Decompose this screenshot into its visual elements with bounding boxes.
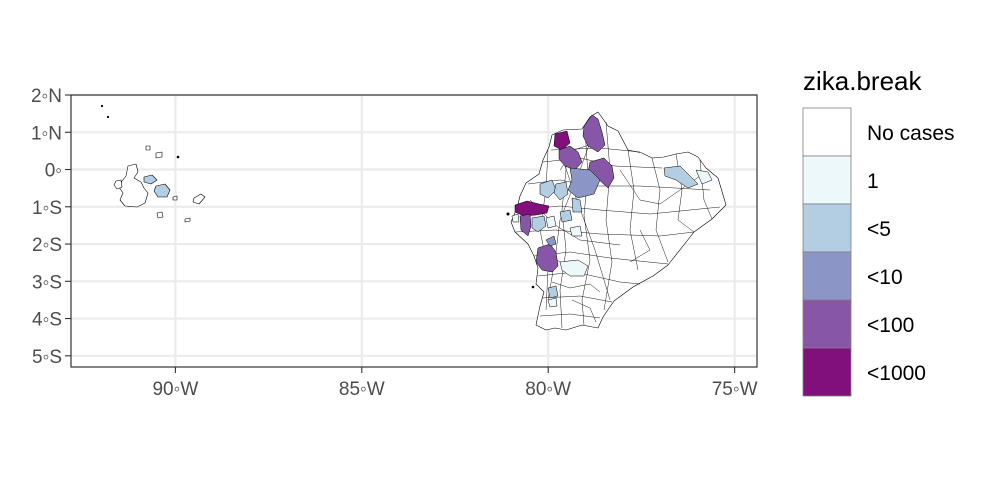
- canton-jipijapa: [519, 213, 532, 237]
- legend-key-label: <100: [867, 314, 914, 337]
- canton-san-lorenzo: [582, 114, 606, 153]
- y-tick-label: 3◦S: [32, 272, 62, 293]
- galapagos-islands: [100, 104, 206, 223]
- legend-key-label: <5: [867, 218, 891, 241]
- legend-key-swatch: [802, 203, 852, 253]
- legend-key-label: <1000: [867, 362, 926, 385]
- y-tick-label: 4◦S: [32, 310, 62, 331]
- canton-salinas: [511, 213, 520, 223]
- legend-key-label: <10: [867, 266, 903, 289]
- legend-key-label: 1: [867, 170, 879, 193]
- legend-key-swatch: [802, 107, 852, 157]
- canton-balzar: [559, 209, 573, 223]
- pinta-island: [145, 145, 151, 151]
- y-tick-label: 2◦S: [32, 235, 62, 256]
- darwin-island: [106, 115, 110, 119]
- floreana-island: [156, 211, 164, 219]
- canton-pajan: [545, 215, 557, 229]
- canton-chone: [553, 181, 569, 201]
- x-axis: 90◦W 85◦W 80◦W 75◦W: [152, 367, 758, 400]
- canton-lago-agrio: [663, 165, 699, 189]
- canton-el-empalme: [571, 197, 583, 213]
- genovesa-island: [176, 155, 180, 159]
- la-plata-island: [506, 212, 510, 216]
- x-tick-label: 75◦W: [712, 379, 758, 400]
- canton-duran: [545, 235, 557, 247]
- canton-quito: [567, 167, 601, 199]
- y-axis: 2◦N 1◦N 0◦ 1◦S 2◦S 3◦S 4◦S 5◦S: [31, 86, 71, 368]
- y-tick-label: 1◦N: [31, 123, 62, 144]
- legend-title: zika.break: [803, 66, 922, 96]
- wolf-island: [100, 104, 104, 108]
- marchena-island: [155, 151, 163, 159]
- legend-key-label: No cases: [867, 122, 955, 145]
- canton-loja: [547, 297, 558, 308]
- puna-islet: [531, 285, 535, 289]
- y-tick-label: 0◦: [45, 161, 62, 182]
- santa-cruz-island: [153, 183, 171, 198]
- canton-manta: [539, 179, 557, 199]
- y-tick-label: 1◦S: [32, 198, 62, 219]
- san-cristobal-island: [192, 193, 206, 205]
- canton-esmeraldas: [553, 130, 571, 151]
- santa-fe-island: [172, 195, 178, 201]
- canton-quininde: [558, 145, 583, 171]
- legend-key-swatch: [802, 347, 852, 397]
- x-tick-label: 80◦W: [525, 379, 571, 400]
- canton-huaquillas: [547, 285, 559, 299]
- canton-fills: [511, 114, 713, 308]
- y-tick-label: 2◦N: [31, 86, 62, 107]
- legend-items: No cases 1 <5 <10 <100 <1000: [802, 107, 955, 397]
- legend-key-swatch: [802, 251, 852, 301]
- canton-machala: [559, 259, 589, 277]
- canton-portoviejo: [514, 200, 550, 217]
- mainland-outline: [510, 111, 727, 331]
- legend: zika.break No cases 1 <5 <10 <100 <1000: [802, 66, 955, 397]
- espanola-island: [184, 217, 191, 223]
- x-tick-label: 85◦W: [339, 379, 385, 400]
- ecuador-mainland: [506, 111, 727, 331]
- canton-santa-ana: [531, 215, 547, 233]
- canton-daule: [569, 225, 583, 237]
- x-tick-label: 90◦W: [152, 379, 198, 400]
- y-tick-label: 5◦S: [32, 347, 62, 368]
- map-panel: [70, 93, 758, 368]
- legend-key-swatch: [802, 299, 852, 349]
- legend-key-swatch: [802, 155, 852, 205]
- fernandina-island: [113, 179, 123, 190]
- panel-border: [70, 94, 758, 368]
- santiago-island: [143, 174, 158, 185]
- canton-shushufindi: [695, 169, 713, 185]
